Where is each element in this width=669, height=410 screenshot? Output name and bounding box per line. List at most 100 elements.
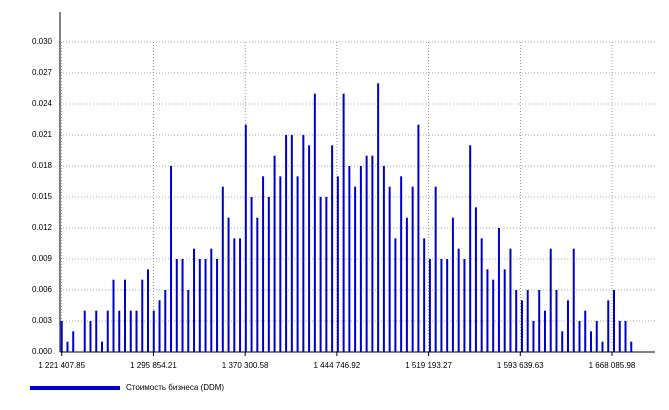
bar bbox=[147, 269, 150, 352]
bar bbox=[607, 300, 610, 352]
bar bbox=[279, 176, 282, 352]
bar bbox=[474, 207, 477, 352]
bar bbox=[388, 186, 391, 352]
bar bbox=[290, 135, 293, 352]
bar bbox=[549, 248, 552, 352]
bar bbox=[112, 279, 115, 352]
bar bbox=[244, 124, 247, 353]
bar bbox=[204, 259, 207, 352]
bar bbox=[66, 341, 69, 352]
bar bbox=[124, 279, 127, 352]
x-tick-label: 1 221 407.85 bbox=[38, 361, 85, 370]
legend-swatch bbox=[30, 386, 120, 390]
bar bbox=[198, 259, 201, 352]
y-tick-label: 0.021 bbox=[32, 130, 53, 139]
bar bbox=[555, 290, 558, 352]
bar bbox=[630, 341, 633, 352]
bar bbox=[463, 259, 466, 352]
bar bbox=[428, 259, 431, 352]
bar bbox=[359, 166, 362, 352]
y-tick-label: 0.030 bbox=[32, 37, 53, 46]
bar bbox=[100, 341, 103, 352]
bar bbox=[285, 135, 288, 352]
y-tick-label: 0.003 bbox=[32, 316, 53, 325]
bar bbox=[216, 259, 219, 352]
bar bbox=[601, 341, 604, 352]
bar bbox=[181, 259, 184, 352]
bar bbox=[618, 321, 621, 352]
bar bbox=[129, 310, 132, 352]
bar bbox=[572, 248, 575, 352]
bar bbox=[221, 186, 224, 352]
bar bbox=[83, 310, 86, 352]
bar bbox=[400, 176, 403, 352]
bar bbox=[95, 310, 98, 352]
bar bbox=[486, 269, 489, 352]
bar bbox=[532, 321, 535, 352]
bar bbox=[118, 310, 121, 352]
bar bbox=[72, 331, 75, 352]
bar bbox=[296, 176, 299, 352]
bar bbox=[566, 300, 569, 352]
y-tick-label: 0.006 bbox=[32, 285, 53, 294]
bar bbox=[480, 238, 483, 352]
bar bbox=[578, 321, 581, 352]
y-tick-label: 0.024 bbox=[32, 99, 53, 108]
bar bbox=[469, 145, 472, 352]
bar bbox=[250, 197, 253, 352]
bar bbox=[543, 310, 546, 352]
y-tick-label: 0.012 bbox=[32, 223, 53, 232]
bar bbox=[193, 248, 196, 352]
bar bbox=[273, 155, 276, 352]
bar bbox=[434, 186, 437, 352]
bar bbox=[411, 186, 414, 352]
bar bbox=[405, 217, 408, 352]
bar bbox=[589, 331, 592, 352]
bar bbox=[440, 259, 443, 352]
bar bbox=[520, 300, 523, 352]
bar bbox=[336, 176, 339, 352]
bar bbox=[584, 310, 587, 352]
bar bbox=[561, 331, 564, 352]
bar bbox=[503, 269, 506, 352]
x-tick-label: 1 444 746.92 bbox=[314, 361, 361, 370]
x-tick-label: 1 519 193.27 bbox=[405, 361, 452, 370]
bar bbox=[141, 279, 144, 352]
bar bbox=[492, 279, 495, 352]
x-tick-label: 1 295 854.21 bbox=[130, 361, 177, 370]
bar bbox=[89, 321, 92, 352]
bar bbox=[342, 93, 345, 353]
y-tick-label: 0.015 bbox=[32, 192, 53, 201]
bar bbox=[106, 310, 109, 352]
y-tick-label: 0.009 bbox=[32, 254, 53, 263]
bar bbox=[233, 238, 236, 352]
bar bbox=[613, 290, 616, 352]
bar bbox=[377, 83, 380, 352]
bar bbox=[227, 217, 230, 352]
legend-label: Стоимость бизнеса (DDM) bbox=[126, 383, 224, 392]
bar bbox=[331, 145, 334, 352]
bar bbox=[457, 248, 460, 352]
bar bbox=[302, 135, 305, 352]
bar bbox=[624, 321, 627, 352]
bar bbox=[417, 124, 420, 353]
bar bbox=[365, 155, 368, 352]
bar bbox=[267, 197, 270, 352]
bar bbox=[152, 310, 155, 352]
bar bbox=[210, 248, 213, 352]
y-tick-label: 0.027 bbox=[32, 68, 53, 77]
bar bbox=[262, 176, 265, 352]
bar bbox=[371, 155, 374, 352]
bar bbox=[497, 228, 500, 352]
bar bbox=[394, 238, 397, 352]
bar bbox=[526, 290, 529, 352]
x-tick-label: 1 668 085.98 bbox=[589, 361, 636, 370]
bar bbox=[382, 166, 385, 352]
y-tick-label: 0.018 bbox=[32, 161, 53, 170]
bar bbox=[319, 197, 322, 352]
y-tick-label: 0.000 bbox=[32, 347, 53, 356]
bar bbox=[446, 259, 449, 352]
bar bbox=[164, 290, 167, 352]
bar bbox=[308, 145, 311, 352]
